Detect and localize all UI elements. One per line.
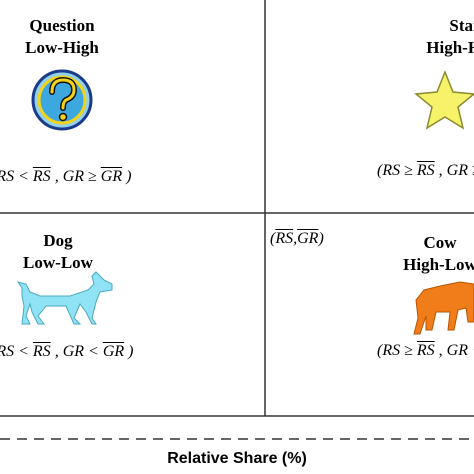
axis-label: Relative Share (%) — [167, 450, 307, 467]
condition-part: RS — [382, 342, 401, 359]
condition: (RS<RS,GR<GR) — [0, 343, 137, 361]
mean-symbol: RS — [275, 230, 294, 247]
condition-part: GR — [100, 168, 123, 185]
quadrant-label: High-High — [426, 38, 474, 57]
condition-part: < — [18, 343, 29, 360]
condition-part: , — [438, 342, 443, 359]
condition-part: RS — [32, 168, 51, 185]
quadrant-name: Star — [449, 16, 474, 35]
separator: , — [293, 230, 298, 247]
condition-part: RS — [416, 342, 435, 359]
star-icon — [414, 69, 474, 130]
condition-part: ) — [126, 168, 132, 185]
condition: (RS≥RS,GR<GR) — [377, 342, 474, 360]
condition-part: ≥ — [88, 168, 97, 185]
dog-icon — [16, 271, 113, 325]
condition-part: GR — [62, 343, 85, 360]
condition-part: , — [54, 343, 59, 360]
condition-part: RS — [0, 168, 15, 185]
condition-part: < — [18, 168, 29, 185]
condition-part: ≥ — [404, 162, 413, 179]
center-label: (RS,GR) — [270, 230, 324, 248]
condition-part: < — [88, 343, 99, 360]
question-icon — [31, 69, 93, 131]
condition-part: , — [438, 162, 443, 179]
condition-part: RS — [416, 162, 435, 179]
condition-part: ( — [377, 342, 383, 359]
condition: (RS<RS,GR≥GR) — [0, 168, 135, 186]
condition-part: ≥ — [404, 342, 413, 359]
condition: (RS≥RS,GR≥GR) — [377, 162, 474, 180]
condition-part: GR — [446, 162, 468, 179]
condition-part: GR — [446, 342, 468, 359]
quadrant-name: Cow — [423, 233, 457, 252]
condition-part: GR — [102, 343, 125, 360]
paren: ) — [318, 230, 324, 247]
condition-part: GR — [62, 168, 85, 185]
condition-part: RS — [382, 162, 401, 179]
condition-part: ) — [128, 343, 134, 360]
condition-part: ( — [377, 162, 383, 179]
condition-part: RS — [0, 343, 15, 360]
mean-symbol: GR — [297, 230, 319, 247]
cow-icon — [413, 281, 474, 335]
condition-part: RS — [32, 343, 51, 360]
condition-part: ≥ — [472, 162, 474, 179]
quadrant-label: Low-High — [25, 38, 99, 57]
condition-part: < — [472, 342, 474, 359]
quadrant-name: Question — [29, 16, 95, 35]
quadrant-label: Low-Low — [23, 253, 93, 272]
quadrant-name: Dog — [43, 231, 73, 250]
condition-part: , — [54, 168, 59, 185]
paren: ( — [270, 230, 276, 247]
quadrant-label: High-Low — [403, 255, 474, 274]
